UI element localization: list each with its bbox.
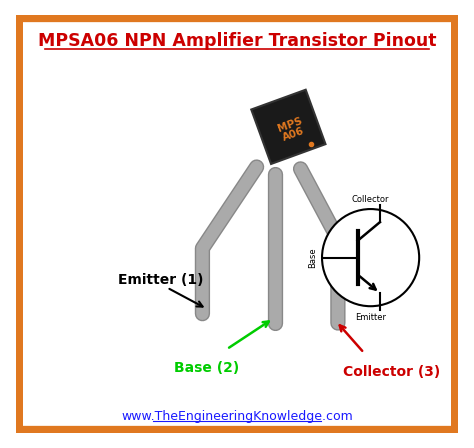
Text: www.TheEngineeringKnowledge.com: www.TheEngineeringKnowledge.com	[121, 410, 353, 423]
Text: Base: Base	[308, 247, 317, 268]
Text: Base (2): Base (2)	[174, 361, 240, 375]
Polygon shape	[251, 90, 326, 164]
Text: MPS
A06: MPS A06	[277, 116, 308, 144]
Text: MPSA06 NPN Amplifier Transistor Pinout: MPSA06 NPN Amplifier Transistor Pinout	[38, 32, 436, 50]
Text: Emitter: Emitter	[355, 313, 386, 322]
Text: Collector (3): Collector (3)	[343, 365, 440, 379]
Circle shape	[322, 209, 419, 306]
Text: Emitter (1): Emitter (1)	[118, 273, 204, 287]
Text: Collector: Collector	[352, 195, 389, 204]
FancyBboxPatch shape	[18, 17, 456, 431]
